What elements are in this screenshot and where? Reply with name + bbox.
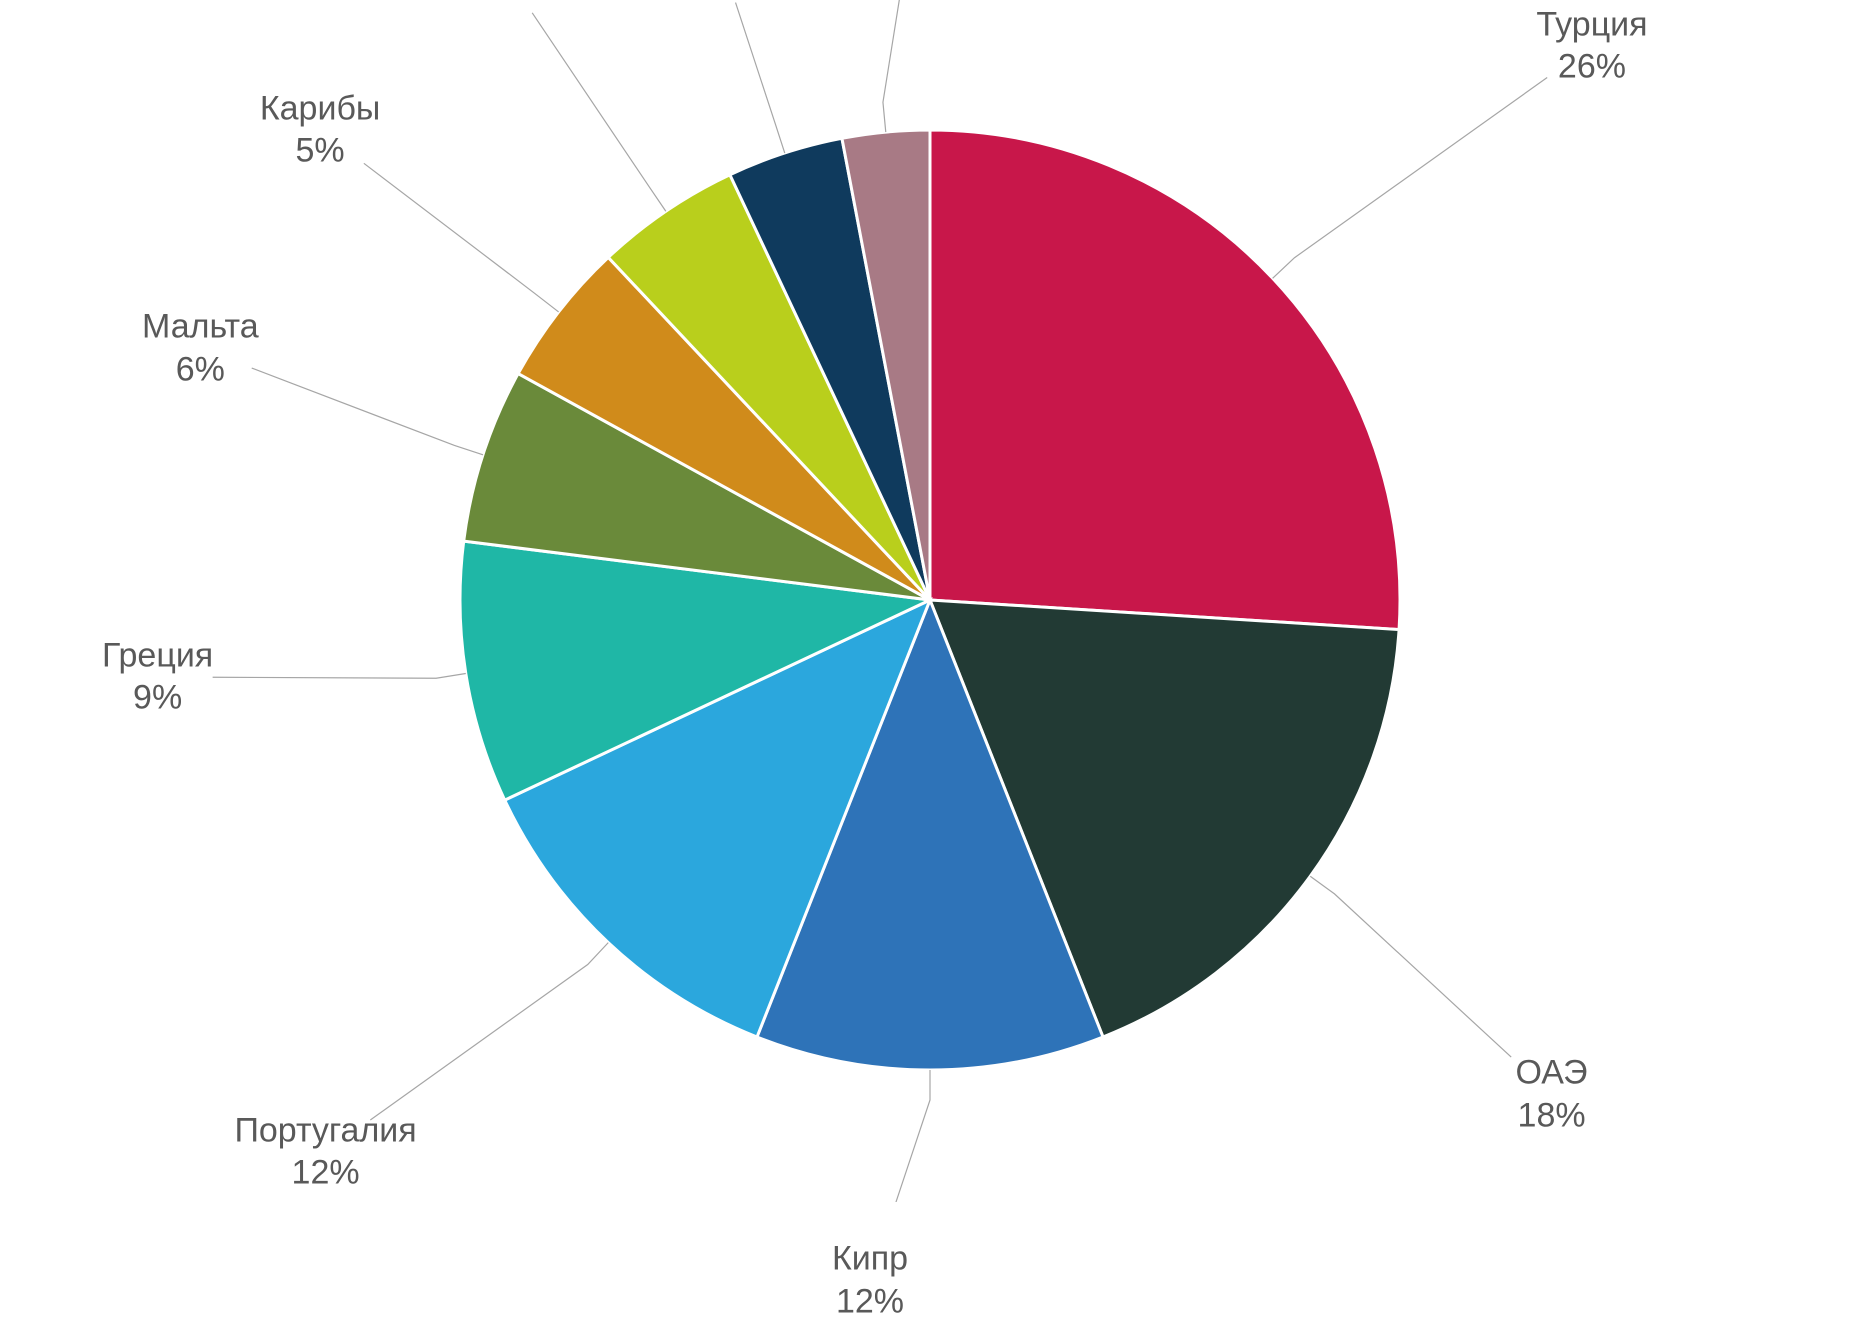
slice-percent: 12% — [234, 1152, 416, 1195]
slice-percent: 12% — [832, 1280, 908, 1323]
slice-label: Португалия12% — [234, 1109, 416, 1194]
slice-percent: 9% — [102, 677, 213, 720]
slice-label: Греция9% — [102, 634, 213, 719]
leader-line — [736, 3, 785, 153]
leader-line — [370, 943, 608, 1120]
slice-percent: 26% — [1536, 46, 1647, 89]
leader-line — [364, 163, 559, 312]
slice-name: Кипр — [832, 1238, 908, 1281]
leader-line — [1310, 876, 1511, 1057]
slice-percent: 18% — [1516, 1094, 1588, 1137]
slice-label: Испания5% — [434, 0, 569, 10]
slice-label: Мальта6% — [142, 306, 259, 391]
slice-label: Карибы5% — [260, 87, 381, 172]
slice-name: Мальта — [142, 306, 259, 349]
pie-slice — [930, 130, 1400, 630]
leader-line — [252, 368, 483, 455]
leader-line — [887, 1070, 930, 1202]
pie-chart-container: Турция26%ОАЭ18%Кипр12%Португалия12%Греци… — [0, 0, 1861, 1202]
slice-label: Турция26% — [1536, 3, 1647, 88]
slice-name: Португалия — [234, 1109, 416, 1152]
slice-name: ОАЭ — [1516, 1052, 1588, 1095]
leader-line — [1273, 78, 1548, 279]
leader-line — [883, 0, 903, 132]
leader-line — [213, 674, 466, 679]
pie-chart-svg — [0, 0, 1861, 1202]
slice-label: ОАЭ18% — [1516, 1052, 1588, 1137]
leader-line — [532, 13, 666, 211]
slice-percent: 5% — [434, 0, 569, 10]
slice-percent: 5% — [260, 130, 381, 173]
slice-name: Турция — [1536, 3, 1647, 46]
slice-name: Греция — [102, 634, 213, 677]
slice-percent: 6% — [142, 348, 259, 391]
slice-label: Кипр12% — [832, 1238, 908, 1323]
slice-name: Карибы — [260, 87, 381, 130]
